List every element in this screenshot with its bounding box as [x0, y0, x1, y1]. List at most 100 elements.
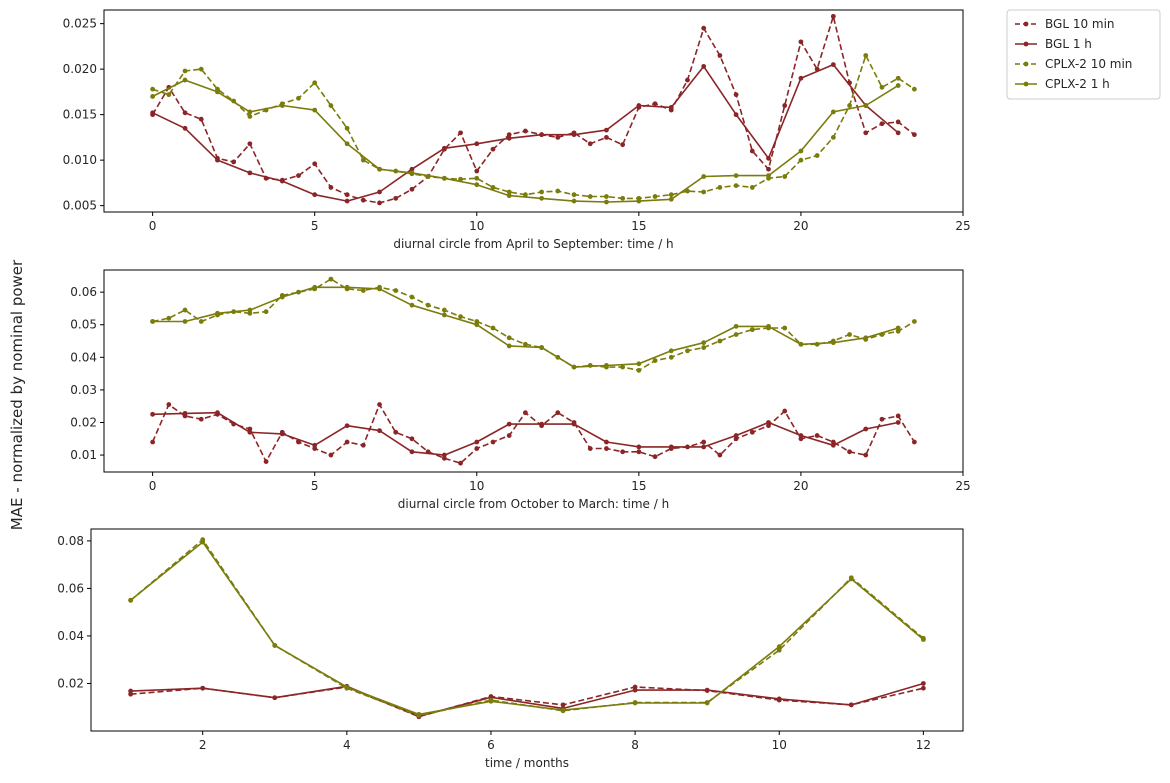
data-point — [182, 307, 188, 313]
data-point — [247, 170, 253, 176]
data-point — [571, 198, 577, 204]
data-point — [393, 429, 399, 435]
data-point — [636, 449, 642, 455]
data-point — [409, 449, 415, 455]
data-point — [920, 681, 926, 686]
y-tick-label: 0.015 — [63, 108, 97, 122]
data-point — [296, 95, 301, 101]
data-point — [911, 439, 917, 445]
plot-frame — [103, 9, 964, 213]
data-point — [701, 444, 707, 450]
data-point — [312, 192, 318, 198]
data-point — [652, 194, 658, 199]
data-point — [344, 439, 350, 445]
data-point — [409, 436, 415, 442]
data-point — [911, 86, 917, 92]
plot-frame — [90, 528, 964, 732]
data-point — [895, 420, 901, 425]
y-tick-label: 0.05 — [70, 318, 97, 332]
data-point — [490, 325, 496, 331]
data-point — [749, 327, 755, 333]
series-bgl-1-h — [128, 681, 926, 719]
data-point — [247, 141, 253, 147]
data-point — [798, 157, 804, 163]
data-point — [717, 338, 723, 344]
data-point — [604, 194, 609, 199]
data-point — [425, 302, 431, 308]
x-tick-label: 12 — [916, 738, 931, 752]
data-point — [263, 309, 269, 315]
data-point — [863, 452, 869, 458]
data-point — [182, 410, 188, 416]
x-tick-label: 10 — [469, 479, 484, 493]
data-point — [798, 341, 804, 347]
data-point — [879, 121, 885, 127]
data-point — [847, 449, 852, 455]
data-point — [863, 103, 869, 108]
data-point — [604, 363, 609, 368]
x-tick-label: 0 — [149, 219, 157, 233]
data-point — [150, 319, 156, 324]
data-point — [474, 322, 480, 328]
data-point — [247, 307, 253, 313]
data-point — [166, 315, 172, 321]
x-tick-label: 15 — [631, 479, 646, 493]
series-cplx-2-1-h — [150, 77, 901, 205]
data-point — [150, 110, 156, 116]
data-point — [604, 134, 609, 140]
data-point — [555, 188, 561, 194]
data-point — [701, 64, 707, 69]
x-tick-label: 20 — [793, 479, 808, 493]
data-point — [441, 307, 447, 313]
data-point — [701, 340, 707, 346]
data-point — [636, 103, 642, 108]
data-point — [377, 286, 382, 292]
data-point — [198, 319, 204, 324]
data-point — [782, 103, 788, 108]
data-point — [360, 442, 366, 448]
data-point — [685, 348, 690, 354]
data-point — [685, 188, 690, 194]
data-point — [717, 53, 723, 58]
data-point — [798, 75, 804, 81]
data-point — [506, 132, 512, 138]
data-point — [377, 402, 382, 407]
series-line — [151, 403, 916, 465]
series-bgl-1-h — [150, 62, 901, 204]
series-line — [152, 278, 915, 372]
data-point — [895, 83, 901, 88]
legend-marker — [1023, 61, 1029, 67]
data-point — [312, 161, 318, 167]
data-point — [539, 421, 545, 427]
data-point — [328, 185, 334, 190]
data-point — [200, 539, 206, 545]
data-point — [377, 166, 382, 172]
data-point — [830, 62, 836, 67]
data-point — [328, 276, 334, 282]
data-point — [798, 39, 804, 45]
data-point — [604, 127, 609, 133]
data-point — [717, 185, 723, 190]
data-point — [247, 109, 253, 115]
data-point — [344, 198, 350, 204]
data-point — [409, 302, 415, 308]
data-point — [150, 411, 156, 417]
data-point — [458, 130, 463, 136]
x-tick-label: 6 — [487, 738, 495, 752]
x-axis-label: time / months — [485, 756, 569, 770]
data-point — [522, 341, 528, 347]
data-point — [344, 141, 350, 147]
data-point — [863, 335, 869, 341]
data-point — [604, 439, 609, 445]
x-tick-label: 4 — [343, 738, 351, 752]
data-point — [685, 77, 690, 83]
data-point — [182, 125, 188, 131]
data-point — [848, 702, 854, 708]
data-point — [416, 711, 422, 717]
legend-frame — [1006, 9, 1161, 100]
x-tick-label: 25 — [955, 479, 970, 493]
data-point — [604, 446, 609, 451]
data-point — [150, 86, 156, 92]
data-point — [587, 446, 593, 451]
series-line — [152, 54, 915, 200]
